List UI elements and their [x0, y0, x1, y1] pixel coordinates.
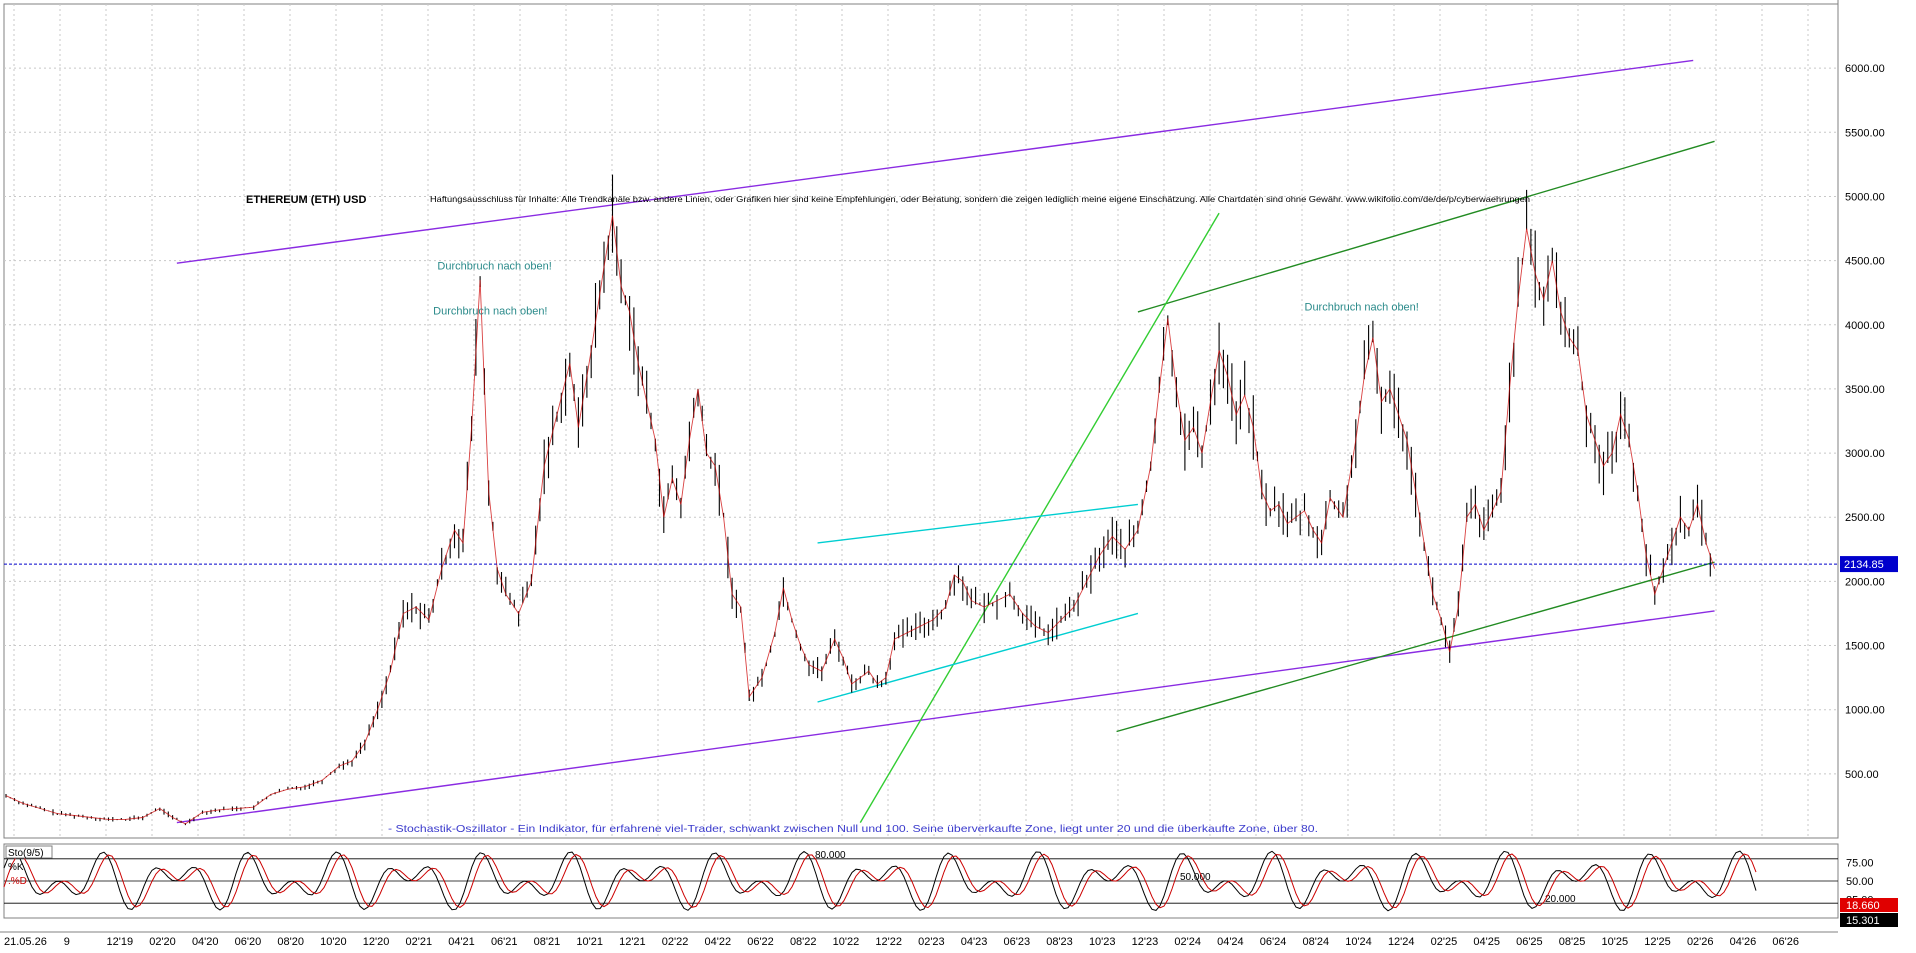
annotation-label: Durchbruch nach oben!	[1305, 302, 1419, 314]
x-tick-label: 06'22	[747, 936, 774, 948]
x-tick-label: 10'25	[1602, 936, 1629, 948]
x-tick-label: 04'26	[1730, 936, 1757, 948]
stochastic-label-box	[5, 845, 53, 859]
stochastic-d-label: .%D	[8, 876, 27, 887]
stochastic-level-label: 50.000	[1180, 872, 1211, 883]
x-tick-label: 02'26	[1687, 936, 1714, 948]
x-tick-label: 12'21	[619, 936, 646, 948]
x-tick-label: 02'22	[662, 936, 689, 948]
x-tick-label: 04'25	[1473, 936, 1500, 948]
x-tick-label: 04'22	[705, 936, 732, 948]
x-tick-label: 02'24	[1174, 936, 1201, 948]
x-tick-label: 02'23	[918, 936, 945, 948]
y-tick-label: 3500.00	[1845, 384, 1885, 396]
y-tick-label: 3000.00	[1845, 448, 1885, 460]
trendline	[817, 503, 1139, 544]
x-tick-label: 08'25	[1559, 936, 1586, 948]
grid	[3, 3, 1839, 839]
stochastic-note: - Stochastik-Oszillator - Ein Indikator,…	[388, 823, 1318, 835]
y-tick-label: 1500.00	[1845, 641, 1885, 653]
stochastic-k-line	[3, 850, 1757, 912]
price-series: Durchbruch nach oben! Durchbruch nach obe…	[4, 174, 1838, 826]
x-tick-label: 02'25	[1431, 936, 1458, 948]
x-tick-label: 06'25	[1516, 936, 1543, 948]
x-tick-label: 04'24	[1217, 936, 1244, 948]
y-tick-label: 2500.00	[1845, 512, 1885, 524]
chart-title: ETHEREUM (ETH) USD	[246, 194, 366, 206]
x-tick-label: 02'21	[406, 936, 433, 948]
x-tick-label: 10'21	[576, 936, 603, 948]
x-tick-label: 12'19	[107, 936, 134, 948]
disclaimer: Haftungsausschluss für Inhalte: Alle Tre…	[430, 194, 1530, 204]
x-tick-label: 9	[64, 936, 70, 948]
x-tick-label: 10'24	[1345, 936, 1372, 948]
x-tick-label: 12'23	[1132, 936, 1159, 948]
x-tick-label: 12'22	[875, 936, 902, 948]
x-tick-label: 06'23	[1004, 936, 1031, 948]
x-tick-label: 10'22	[833, 936, 860, 948]
x-tick-label: 06'20	[235, 936, 262, 948]
price-line	[5, 215, 1716, 825]
y-tick-label: 5500.00	[1845, 127, 1885, 139]
stochastic-k-box	[1840, 898, 1898, 912]
stochastic-label: Sto(9/5)	[8, 848, 44, 859]
x-tick-label: 06'21	[491, 936, 518, 948]
x-tick-label: 08'21	[534, 936, 561, 948]
x-tick-label: 06'26	[1772, 936, 1799, 948]
stochastic-k-value: 18.660	[1846, 900, 1880, 912]
current-price-box	[1840, 556, 1898, 573]
y-tick-label: 500.00	[1845, 769, 1879, 781]
x-tick-label: 10'23	[1089, 936, 1116, 948]
y-tick-label: 4000.00	[1845, 320, 1885, 332]
stochastic-tick-label: 75.00	[1846, 858, 1874, 870]
stochastic-d-box	[1840, 913, 1898, 927]
stochastic-d-value: 15.301	[1846, 915, 1880, 927]
current-price-label: 2134.85	[1844, 559, 1884, 571]
stochastic-d-line	[3, 853, 1757, 909]
x-tick-label: 21.05.26	[4, 936, 47, 948]
trendline	[1137, 140, 1715, 313]
y-tick-label: 2000.00	[1845, 576, 1885, 588]
stochastic-panel: 80.000 50.000 20.000 Sto(9/5) %K .%D 75.00 50.0…	[3, 843, 1898, 927]
x-tick-label: 12'24	[1388, 936, 1415, 948]
trendline	[176, 59, 1694, 264]
y-tick-label: 4500.00	[1845, 256, 1885, 268]
x-tick-label: 10'20	[320, 936, 347, 948]
stochastic-tick-label: 50.00	[1846, 876, 1874, 888]
trendline	[817, 612, 1139, 703]
x-tick-label: 02'20	[149, 936, 176, 948]
plot-frame	[3, 3, 1839, 839]
annotation-label: Durchbruch nach oben!	[437, 261, 551, 273]
trendlines	[176, 59, 1715, 824]
x-tick-label: 12'20	[363, 936, 390, 948]
x-tick-label: 06'24	[1260, 936, 1287, 948]
stochastic-k-label: %K	[8, 862, 24, 873]
x-tick-label: 08'23	[1046, 936, 1073, 948]
y-tick-label: 5000.00	[1845, 191, 1885, 203]
x-tick-label: 08'24	[1303, 936, 1330, 948]
x-tick-label: 04'23	[961, 936, 988, 948]
x-tick-label: 12'25	[1644, 936, 1671, 948]
x-tick-label: 08'22	[790, 936, 817, 948]
trendline	[1116, 561, 1715, 733]
stochastic-level-label: 20.000	[1545, 894, 1576, 905]
y-tick-label: 1000.00	[1845, 705, 1885, 717]
x-tick-label: 04'21	[448, 936, 475, 948]
trendline	[176, 610, 1715, 824]
x-tick-label: 04'20	[192, 936, 219, 948]
price-bars	[5, 174, 1711, 826]
x-tick-label: 08'20	[277, 936, 304, 948]
y-tick-label: 6000.00	[1845, 63, 1885, 75]
trendline	[859, 212, 1220, 823]
annotation-label: Durchbruch nach oben!	[433, 306, 547, 318]
stochastic-level-label: 80.000	[815, 850, 846, 861]
